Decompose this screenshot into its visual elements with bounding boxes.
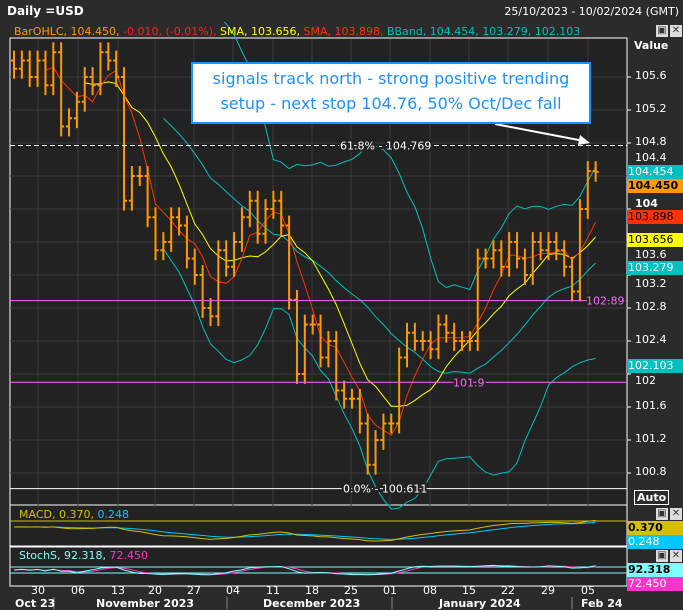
y-tick-label: 102.4 — [635, 333, 667, 346]
level-label: 102.89 — [586, 295, 625, 308]
stoch-legend: StochS, 92.318, 72.450 — [19, 549, 148, 562]
macd-signal-tag: 0.248 — [627, 535, 683, 549]
x-month-label: December 2023 — [263, 597, 361, 610]
chart-title: Daily =USD — [7, 4, 84, 18]
y-tick-label: 103.6 — [635, 248, 667, 261]
value-axis-label: Value — [634, 39, 669, 52]
x-month-label: Oct 23 — [15, 597, 56, 610]
bband-lower — [162, 248, 596, 510]
level-label: 61.8% - 104.769 — [340, 140, 431, 153]
y-tick-label: 105.6 — [635, 69, 667, 82]
sma-slow-line — [84, 81, 596, 407]
x-tick-day: 13 — [111, 584, 125, 597]
legend-sma1: 103.656, — [251, 25, 300, 38]
price-tag: 103.279 — [627, 261, 683, 276]
level-label: 0.0% - 100.611 — [343, 483, 427, 496]
y-tick-label: 102.8 — [635, 300, 667, 313]
x-tick-day: 30 — [31, 584, 45, 597]
stoch-label: StochS, — [19, 549, 61, 562]
x-tick-day: 22 — [501, 584, 515, 597]
x-tick-day: 08 — [423, 584, 437, 597]
x-tick-day: 01 — [383, 584, 397, 597]
stoch-k-tag: 92.318 — [627, 563, 683, 577]
macd-tag: 0.370 — [627, 521, 683, 535]
price-tag: 103.898 — [627, 210, 683, 225]
x-month-label: November 2023 — [96, 597, 195, 610]
macd-maximize-icon[interactable]: ▣ — [656, 508, 668, 520]
legend-sma2: 103.898, — [334, 25, 384, 38]
y-tick-label: 100.8 — [635, 465, 667, 478]
price-tag: 104.454 — [627, 164, 683, 179]
annotation-line-1: signals track north - strong positive tr… — [212, 69, 570, 88]
y-tick-label: 101.2 — [635, 432, 667, 445]
annotation-box[interactable]: signals track north - strong positive tr… — [191, 62, 591, 124]
stoch-close-icon[interactable]: ✕ — [670, 550, 682, 562]
legend-sma1-label: SMA, — [220, 25, 248, 38]
bband-middle — [162, 117, 596, 374]
price-tag: 102.103 — [627, 358, 683, 373]
annotation-arrow — [494, 123, 585, 142]
stoch-maximize-icon[interactable]: ▣ — [656, 550, 668, 562]
x-tick-day: 20 — [148, 584, 162, 597]
main-legend: BarOHLC, 104.450, -0.010, (-0.01%), SMA,… — [14, 25, 580, 38]
macd-value: 0.370, — [58, 508, 94, 521]
chart-header: Daily =USD 25/10/2023 - 10/02/2024 (GMT) — [0, 0, 683, 22]
x-tick-day: 25 — [344, 584, 358, 597]
x-tick-day: 06 — [71, 584, 85, 597]
x-tick-day: 05 — [581, 584, 595, 597]
macd-signal-value: 0.248 — [97, 508, 129, 521]
legend-bb-upper: 104.454, — [429, 25, 479, 38]
y-tick-label: 103.2 — [635, 277, 667, 290]
y-tick-label: 105.2 — [635, 102, 667, 115]
legend-chg-pct: (-0.01%), — [165, 25, 217, 38]
annotation-line-2: setup - next stop 104.76, 50% Oct/Dec fa… — [220, 94, 562, 113]
macd-legend: MACD, 0.370, 0.248 — [19, 508, 129, 521]
auto-scale-button[interactable]: Auto — [634, 490, 670, 505]
date-range[interactable]: 25/10/2023 - 10/02/2024 (GMT) — [504, 5, 679, 18]
legend-bb-lower: 102.103 — [534, 25, 581, 38]
bband-upper — [223, 22, 597, 291]
x-tick-day: 15 — [462, 584, 476, 597]
arrow-head-icon — [578, 135, 590, 145]
x-tick-day: 04 — [226, 584, 240, 597]
legend-bar: BarOHLC, — [14, 25, 68, 38]
x-tick-day: 27 — [187, 584, 201, 597]
stoch-k-line — [13, 564, 596, 576]
y-tick-label: 104 — [635, 197, 658, 210]
x-tick-day: 11 — [266, 584, 280, 597]
y-tick-label: 104.8 — [635, 135, 667, 148]
y-tick-label: 102 — [635, 374, 656, 387]
macd-line — [13, 519, 596, 542]
price-tag: 103.656 — [627, 232, 683, 247]
macd-label: MACD, — [19, 508, 56, 521]
y-tick-label: 101.6 — [635, 399, 667, 412]
stoch-d-tag: 72.450 — [627, 577, 683, 591]
legend-chg: -0.010, — [123, 25, 162, 38]
level-label: 101.9 — [453, 376, 485, 389]
stoch-d-value: 72.450 — [109, 549, 149, 562]
legend-bb-mid: 103.279, — [482, 25, 532, 38]
legend-sma2-label: SMA, — [303, 25, 331, 38]
x-month-label: Feb 24 — [581, 597, 623, 610]
x-tick-day: 18 — [305, 584, 319, 597]
x-tick-day: 29 — [541, 584, 555, 597]
close-icon[interactable]: ✕ — [670, 25, 682, 37]
y-tick-label: 104.4 — [635, 151, 667, 164]
x-month-label: January 2024 — [439, 597, 521, 610]
legend-bb-label: BBand, — [386, 25, 427, 38]
price-tag: 104.450 — [627, 178, 683, 193]
macd-close-icon[interactable]: ✕ — [670, 508, 682, 520]
legend-last: 104.450, — [70, 25, 120, 38]
maximize-icon[interactable]: ▣ — [656, 25, 668, 37]
macd-panel — [9, 504, 628, 547]
stoch-k-value: 92.318, — [64, 549, 107, 562]
